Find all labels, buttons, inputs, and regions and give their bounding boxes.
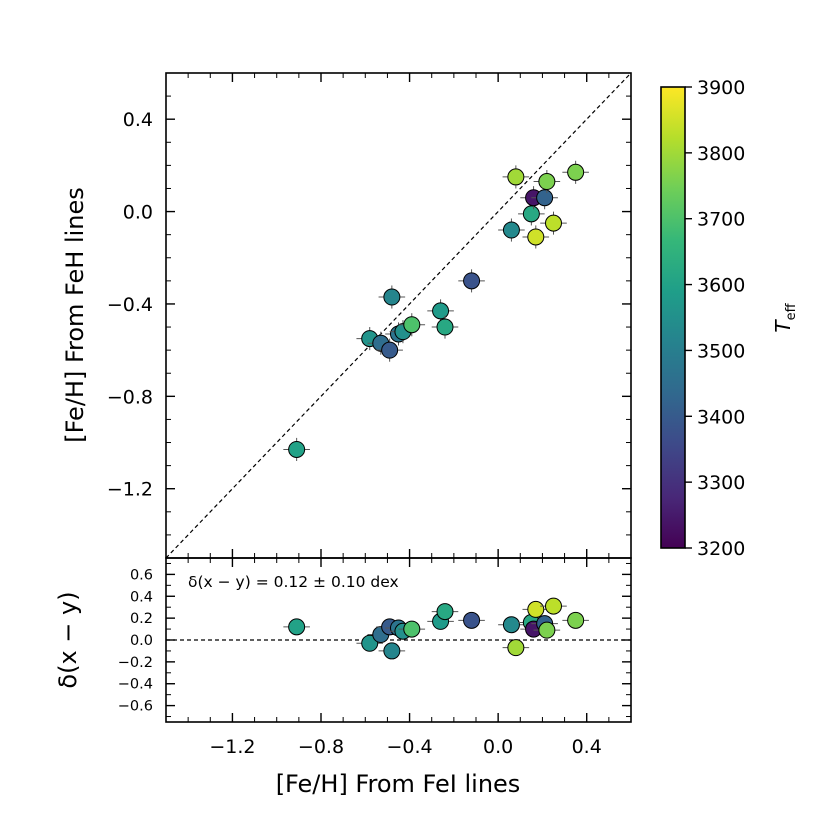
data-point <box>538 173 556 191</box>
residual-ticks <box>165 558 632 722</box>
colorbar-tick-label: 3700 <box>697 209 745 231</box>
residual-point <box>538 621 556 639</box>
colorbar-title: Teff <box>771 302 799 332</box>
data-point <box>567 163 585 181</box>
data-point <box>522 205 540 223</box>
main-panel: −1.2 −0.8 −0.4 0.0 0.4 [Fe/H] From FeH lines <box>61 72 632 559</box>
data-point <box>403 316 421 334</box>
x-tick-label: −1.2 <box>209 736 255 758</box>
data-point <box>383 288 401 306</box>
main-y-tick-label: 0.0 <box>123 202 153 224</box>
residual-point <box>545 597 562 615</box>
colorbar-tick-label: 3600 <box>697 275 745 297</box>
residual-frame <box>165 557 632 723</box>
residual-y-tick-label: −0.4 <box>118 677 153 693</box>
residual-point <box>403 620 421 638</box>
data-point <box>536 189 554 207</box>
residual-y-tick-label: 0.2 <box>130 611 153 627</box>
residual-y-tick-label: 0.0 <box>130 633 153 649</box>
colorbar-fill <box>661 87 685 548</box>
x-tick-label: 0.4 <box>572 736 602 758</box>
data-point <box>507 168 525 186</box>
residual-point <box>288 618 306 636</box>
main-y-tick-label: 0.4 <box>123 109 153 131</box>
main-y-axis-title: [Fe/H] From FeH lines <box>61 187 89 443</box>
data-point <box>432 302 450 320</box>
colorbar-tick-label: 3300 <box>697 472 745 494</box>
one-to-one-line <box>166 73 631 558</box>
residual-y-tick-label: −0.2 <box>118 655 153 671</box>
residual-point <box>436 603 454 621</box>
residual-y-tick-labels: −0.6 −0.4 −0.2 0.0 0.2 0.4 0.6 <box>118 567 153 714</box>
colorbar: 3200 3300 3400 3500 3600 3700 3800 3900 Teff <box>660 77 799 560</box>
colorbar-tick-label: 3900 <box>697 77 745 99</box>
main-y-tick-label: −1.2 <box>107 479 153 501</box>
data-point <box>527 228 545 246</box>
data-point <box>463 272 481 290</box>
colorbar-tick-label: 3800 <box>697 143 745 165</box>
main-y-tick-label: −0.8 <box>107 386 153 408</box>
colorbar-title-sub: eff <box>784 302 799 320</box>
x-tick-labels: −1.2 −0.8 −0.4 0.0 0.4 <box>209 736 601 758</box>
colorbar-frame <box>660 86 686 549</box>
x-tick-label: 0.0 <box>483 736 513 758</box>
residual-point <box>361 634 379 652</box>
x-tick-label: −0.4 <box>387 736 433 758</box>
residual-y-tick-label: −0.6 <box>118 699 153 715</box>
colorbar-title-main: T <box>771 319 795 333</box>
data-point <box>436 318 454 336</box>
data-point <box>288 440 306 458</box>
colorbar-tick-label: 3400 <box>697 406 745 428</box>
residual-y-axis-title: δ(x − y) <box>54 591 82 688</box>
residual-point <box>502 616 520 634</box>
residual-point <box>383 642 401 660</box>
residual-annotation: δ(x − y) = 0.12 ± 0.10 dex <box>188 573 399 591</box>
residual-panel: δ(x − y) = 0.12 ± 0.10 dex −0.6 −0.4 −0.2 0… <box>54 557 632 798</box>
x-axis-title: [Fe/H] From FeI lines <box>276 770 521 798</box>
main-y-tick-labels: −1.2 −0.8 −0.4 0.0 0.4 <box>107 109 153 501</box>
colorbar-ticks: 3200 3300 3400 3500 3600 3700 3800 3900 <box>685 77 745 560</box>
residual-point <box>527 600 545 618</box>
colorbar-tick-label: 3200 <box>697 538 745 560</box>
main-y-tick-label: −0.4 <box>107 294 153 316</box>
data-point <box>545 214 562 232</box>
residual-points <box>283 597 589 660</box>
residual-point <box>507 639 525 657</box>
residual-y-tick-label: 0.6 <box>130 567 153 583</box>
residual-point <box>463 611 481 629</box>
data-point <box>502 221 520 239</box>
main-points <box>283 160 589 461</box>
colorbar-tick-label: 3500 <box>697 340 745 362</box>
residual-y-tick-label: 0.4 <box>130 589 153 605</box>
residual-point <box>567 611 585 629</box>
data-point <box>381 341 399 359</box>
main-ticks <box>165 72 632 559</box>
x-tick-label: −0.8 <box>298 736 344 758</box>
